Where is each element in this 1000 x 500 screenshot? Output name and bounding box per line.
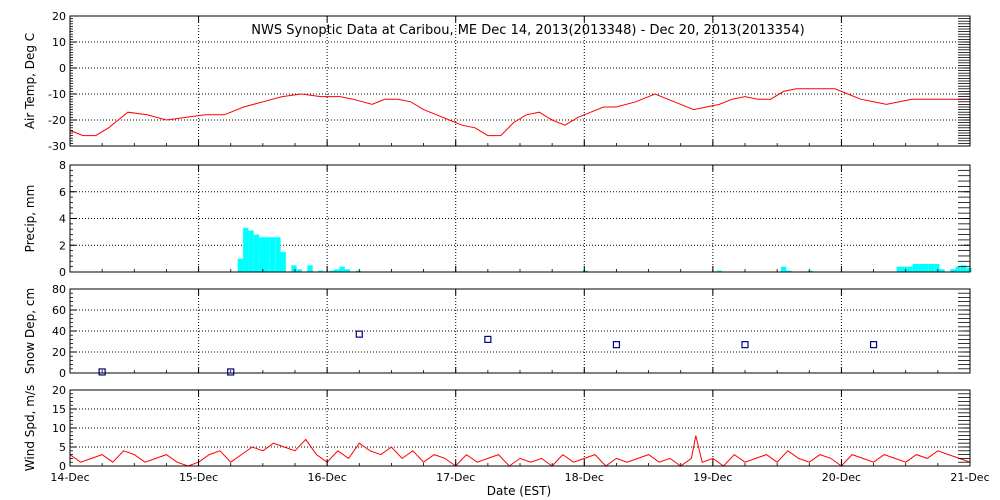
snow-depth-point bbox=[869, 341, 878, 349]
y-axis-label-precip: Precip, mm bbox=[23, 185, 37, 253]
precip-bar bbox=[344, 269, 351, 272]
x-tick-label: 21-Dec bbox=[950, 471, 989, 484]
x-tick-label: 17-Dec bbox=[436, 471, 475, 484]
chart-title: NWS Synoptic Data at Caribou, ME Dec 14,… bbox=[251, 23, 804, 38]
precip-bar bbox=[780, 266, 787, 272]
y-tick-label: 0 bbox=[59, 266, 66, 279]
panel-snow: 0 20 40 60 80 Snow Dep, cm bbox=[23, 283, 971, 380]
snow-depth-point bbox=[484, 335, 492, 343]
y-tick-label: 20 bbox=[52, 10, 66, 23]
precip-bar bbox=[923, 263, 929, 272]
y-axis-label-wind: Wind Spd, m/s bbox=[23, 385, 37, 471]
precip-bar bbox=[243, 227, 249, 272]
precip-bar bbox=[259, 237, 265, 272]
snow-depth-point bbox=[612, 341, 621, 349]
x-tick-label: 15-Dec bbox=[179, 471, 218, 484]
y-axis-label-snow: Snow Dep, cm bbox=[23, 288, 37, 374]
y-tick-label: 60 bbox=[52, 304, 66, 317]
precip-bar bbox=[269, 237, 276, 272]
precip-bar bbox=[355, 270, 361, 272]
precip-bar bbox=[582, 270, 588, 272]
precip-bar bbox=[896, 266, 902, 272]
y-tick-label: -10 bbox=[48, 88, 66, 101]
y-tick-label: 40 bbox=[52, 325, 66, 338]
precip-bar bbox=[928, 263, 935, 272]
y-tick-label: -30 bbox=[48, 140, 66, 153]
precip-bar bbox=[934, 263, 940, 272]
y-tick-label: 20 bbox=[52, 346, 66, 359]
precip-bar bbox=[902, 266, 908, 272]
y-tick-label: 6 bbox=[59, 186, 66, 199]
panel-temp: -30 -20 -10 0 10 20 Air Temp, Deg C bbox=[23, 10, 971, 153]
x-tick-label: 19-Dec bbox=[693, 471, 732, 484]
precip-bar bbox=[716, 270, 722, 272]
precip-bar bbox=[334, 269, 340, 272]
precip-bar bbox=[907, 266, 913, 272]
y-tick-label: 20 bbox=[52, 384, 66, 397]
snow-depth-point bbox=[355, 330, 363, 338]
precip-bar bbox=[248, 230, 254, 272]
precip-bar bbox=[918, 263, 924, 272]
precip-bar bbox=[264, 237, 270, 272]
precip-bar bbox=[328, 270, 335, 272]
temp-series-line bbox=[69, 88, 970, 137]
y-axis-label-temp: Air Temp, Deg C bbox=[23, 33, 37, 129]
y-tick-label: 80 bbox=[52, 283, 66, 296]
precip-bar bbox=[318, 270, 324, 272]
snow-depth-point bbox=[227, 368, 235, 376]
precip-bar bbox=[275, 237, 281, 272]
precip-bar bbox=[939, 269, 945, 272]
precip-bar bbox=[253, 234, 260, 272]
y-tick-label: 5 bbox=[59, 441, 66, 454]
x-tick-label: 20-Dec bbox=[822, 471, 861, 484]
precip-bar bbox=[237, 258, 244, 272]
precip-bar bbox=[966, 267, 972, 272]
precip-bar bbox=[280, 251, 286, 272]
precip-bar bbox=[955, 266, 961, 272]
x-tick-label: 18-Dec bbox=[565, 471, 604, 484]
precip-bar bbox=[960, 265, 967, 272]
wind-series-line bbox=[69, 435, 971, 467]
y-tick-label: 0 bbox=[59, 62, 66, 75]
x-tick-label: 16-Dec bbox=[308, 471, 347, 484]
panel-wind: 0 5 10 15 20 Wind Spd, m/s 14-Dec 15-Dec 16-Dec 1… bbox=[23, 384, 990, 484]
x-axis-label: Date (EST) bbox=[487, 484, 551, 498]
y-tick-label: 2 bbox=[59, 239, 66, 252]
snow-depth-point bbox=[741, 341, 749, 349]
precip-bar bbox=[950, 269, 956, 272]
precip-bar bbox=[296, 269, 302, 272]
precip-bar bbox=[339, 266, 345, 272]
y-tick-label: 4 bbox=[59, 213, 66, 226]
chart-panels: -30 -20 -10 0 10 20 Air Temp, Deg C 0 2 4 6 8 Precip… bbox=[23, 10, 990, 484]
snow-depth-point bbox=[98, 368, 106, 376]
y-tick-label: -20 bbox=[48, 114, 66, 127]
x-tick-label: 14-Dec bbox=[50, 471, 89, 484]
y-tick-label: 15 bbox=[52, 403, 66, 416]
precip-bar bbox=[786, 270, 792, 272]
y-tick-label: 10 bbox=[52, 422, 66, 435]
precip-bar bbox=[807, 270, 813, 272]
precip-bar bbox=[291, 265, 297, 272]
y-tick-label: 0 bbox=[59, 367, 66, 380]
y-tick-label: 10 bbox=[52, 36, 66, 49]
panel-precip: 0 2 4 6 8 Precip, mm bbox=[23, 159, 972, 279]
precip-bar bbox=[912, 263, 919, 272]
y-tick-label: 0 bbox=[59, 460, 66, 473]
y-tick-label: 8 bbox=[59, 159, 66, 172]
precip-bar bbox=[307, 265, 313, 272]
